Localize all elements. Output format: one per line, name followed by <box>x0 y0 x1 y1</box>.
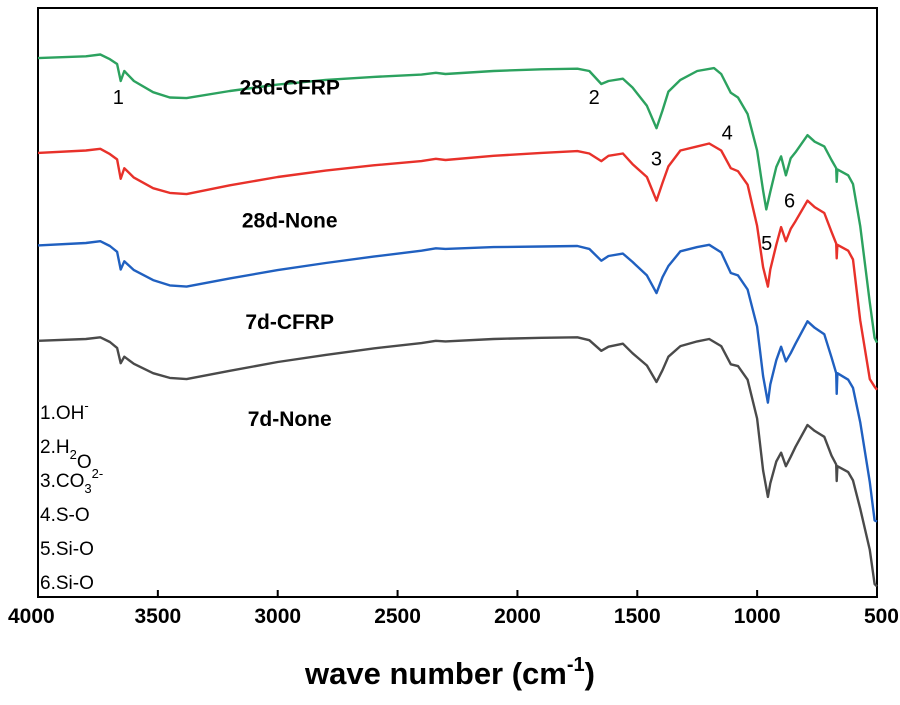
peak-label: 1 <box>113 87 124 109</box>
peak-label: 2 <box>589 87 600 109</box>
series-line-7d-None <box>37 336 878 588</box>
x-tick-label-500: 500 <box>864 605 899 628</box>
series-line-28d-None <box>37 142 878 391</box>
peak-label: 4 <box>722 122 733 144</box>
plot-border <box>37 7 878 598</box>
legend-item: 1.OH- <box>40 398 89 424</box>
legend-item: 5.Si-O <box>40 539 94 560</box>
series-label: 7d-None <box>248 408 332 431</box>
series-layer <box>37 53 879 588</box>
series-label: 28d-CFRP <box>240 77 340 100</box>
plot-area <box>37 7 878 598</box>
x-axis: 4000 3500 3000 2500 2000 1500 1000 500 <box>8 590 899 628</box>
peak-label: 5 <box>761 233 772 255</box>
peak-label: 3 <box>651 148 662 170</box>
series-line-28d-CFRP <box>37 53 879 344</box>
series-line-7d-CFRP <box>37 240 878 523</box>
series-label: 7d-CFRP <box>245 311 334 334</box>
x-tick-label-1000: 1000 <box>734 605 781 628</box>
x-tick-label-1500: 1500 <box>614 605 661 628</box>
peak-label: 6 <box>784 191 795 213</box>
legend-item: 6.Si-O <box>40 573 94 594</box>
x-tick-label-3000: 3000 <box>254 605 301 628</box>
legend-item: 3.CO32- <box>40 466 103 496</box>
x-tick-label-2000: 2000 <box>494 605 541 628</box>
x-tick-label-2500: 2500 <box>374 605 421 628</box>
annotations: 28d-CFRP 28d-None 7d-CFRP 7d-None 1 2 3 4 56 <box>113 77 795 432</box>
legend-item: 4.S-O <box>40 505 90 526</box>
x-axis-title: wave number (cm-1) <box>304 654 595 691</box>
x-tick-label-3500: 3500 <box>134 605 181 628</box>
x-tick-label-4000: 4000 <box>8 605 55 628</box>
series-label: 28d-None <box>242 210 338 233</box>
legend-item: 2.H2O <box>40 437 92 473</box>
